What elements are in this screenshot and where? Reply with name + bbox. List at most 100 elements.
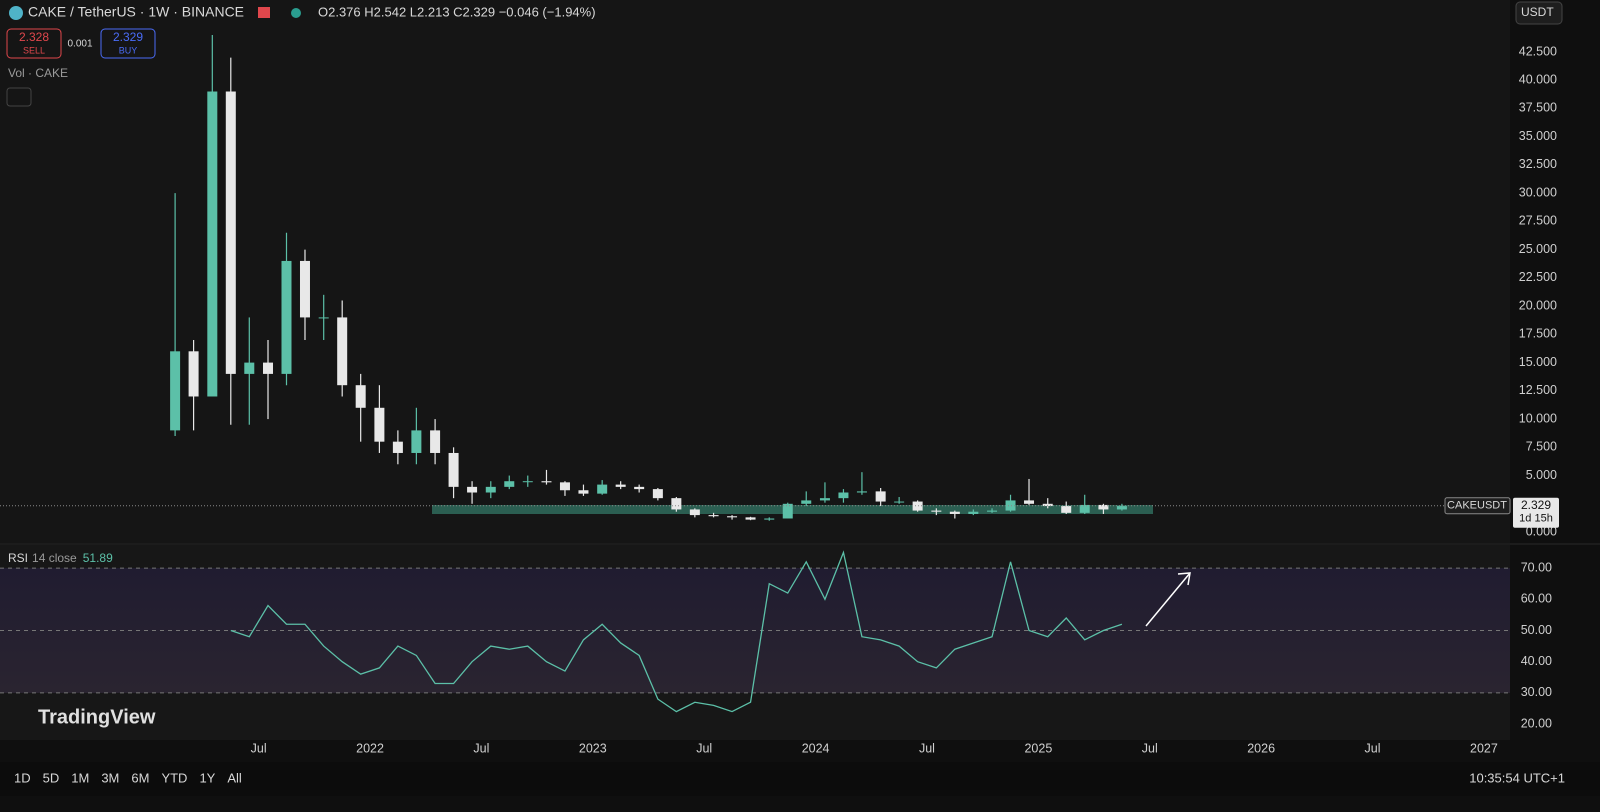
price-tag-value: 2.329	[1521, 498, 1551, 512]
clock: 10:35:54 UTC+1	[1469, 770, 1565, 785]
toolbar	[0, 762, 1600, 796]
range-button[interactable]: 1Y	[199, 770, 215, 785]
y-tick-label: 27.500	[1519, 214, 1557, 228]
y-tick-label: 70.00	[1521, 560, 1552, 574]
candle-body	[541, 481, 552, 483]
y-tick-label: 30.000	[1519, 185, 1557, 199]
candle-body	[374, 407, 385, 442]
y-tick-label: 7.500	[1526, 440, 1557, 454]
x-tick-label: Jul	[919, 741, 935, 755]
logo	[9, 6, 23, 20]
x-tick-label: Jul	[1142, 741, 1158, 755]
candle-body	[522, 481, 533, 483]
currency: USDT	[1521, 5, 1554, 19]
candle-body	[912, 501, 923, 511]
candle-body	[281, 260, 292, 374]
candle-body	[504, 481, 515, 487]
candle-body	[337, 317, 348, 386]
watermark: TradingView	[38, 706, 156, 728]
sell-button[interactable]	[6, 28, 62, 59]
y-tick-label: 20.00	[1521, 716, 1552, 730]
y-tick-label: 25.000	[1519, 242, 1557, 256]
candle-body	[1098, 504, 1109, 510]
candle-body	[1061, 506, 1072, 513]
candle-body	[225, 91, 236, 374]
price-pane	[0, 0, 1510, 543]
range-button[interactable]: 6M	[131, 770, 149, 785]
candle-body	[299, 260, 310, 318]
candle-body	[263, 362, 274, 374]
spread: 0.001	[67, 39, 92, 50]
range-button[interactable]: YTD	[161, 770, 187, 785]
y-tick-label: 35.000	[1519, 129, 1557, 143]
currency-button[interactable]	[1515, 1, 1563, 25]
candle-body	[968, 511, 979, 514]
flag	[258, 7, 270, 18]
volume-label: Vol · CAKE	[8, 66, 68, 80]
candle-body	[485, 486, 496, 493]
candle-body	[875, 491, 886, 502]
candle-body	[1116, 506, 1127, 510]
x-tick-label: 2025	[1024, 741, 1052, 755]
candle-body	[615, 484, 626, 487]
y-tick-label: 32.500	[1519, 157, 1557, 171]
y-tick-label: 37.500	[1519, 101, 1557, 115]
y-tick-label: 22.500	[1519, 270, 1557, 284]
candle-body	[708, 515, 719, 517]
candle-body	[689, 509, 700, 516]
buy-label: BUY	[119, 45, 138, 55]
range-button[interactable]: 1D	[14, 770, 31, 785]
y-tick-label: 12.500	[1519, 383, 1557, 397]
candle-body	[727, 516, 738, 518]
candle-body	[801, 500, 812, 504]
range-button[interactable]: 3M	[101, 770, 119, 785]
candle-body	[856, 491, 867, 493]
candle-body	[170, 351, 181, 431]
symbol-tag	[1444, 497, 1511, 515]
range-button[interactable]: All	[227, 770, 242, 785]
collapse-button[interactable]	[6, 87, 32, 107]
candle-body	[244, 362, 255, 374]
price-tag	[1513, 497, 1559, 528]
candle-body	[411, 430, 422, 453]
buy-button[interactable]	[100, 28, 156, 59]
x-tick-label: 2022	[356, 741, 384, 755]
candle-body	[745, 517, 756, 520]
rsi-line	[230, 550, 1123, 713]
y-tick-label: 30.00	[1521, 685, 1552, 699]
range-button[interactable]: 1M	[71, 770, 89, 785]
candle-body	[819, 498, 830, 501]
candle-body	[207, 91, 218, 397]
y-tick-label: 60.00	[1521, 592, 1552, 606]
candle-body	[764, 518, 775, 520]
candle-body	[318, 317, 329, 319]
x-tick-label: 2026	[1247, 741, 1275, 755]
candle-body	[1042, 503, 1053, 507]
symbol-tag-text: CAKEUSDT	[1447, 500, 1507, 512]
status	[291, 8, 301, 18]
candle-body	[1079, 504, 1090, 513]
rsi-params: 14 close	[32, 551, 77, 565]
candle-body	[931, 510, 942, 512]
x-tick-label: 2023	[579, 741, 607, 755]
arrow-head	[1177, 572, 1191, 586]
symbol: CAKE / TetherUS · 1W · BINANCE	[28, 4, 244, 20]
x-tick-label: Jul	[696, 741, 712, 755]
x-tick-label: 2024	[802, 741, 830, 755]
candle-body	[782, 503, 793, 519]
arrow	[1145, 572, 1191, 627]
x-tick-label: Jul	[473, 741, 489, 755]
buy-price: 2.329	[113, 30, 143, 44]
y-tick-label: 10.000	[1519, 411, 1557, 425]
candle-body	[559, 482, 570, 491]
candle-body	[430, 430, 441, 453]
price-tag-countdown: 1d 15h	[1519, 513, 1553, 525]
sell-price: 2.328	[19, 30, 49, 44]
candle-body	[578, 490, 589, 494]
candle-body	[652, 489, 663, 499]
candle-body	[838, 492, 849, 499]
candle-body	[671, 498, 682, 510]
range-button[interactable]: 5D	[43, 770, 60, 785]
